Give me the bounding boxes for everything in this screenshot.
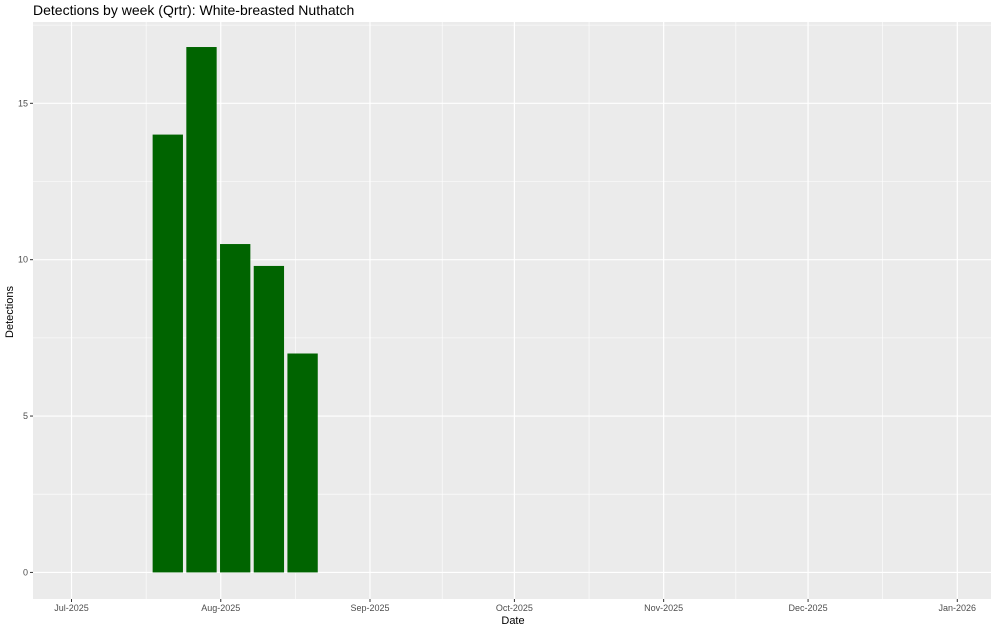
- bar: [220, 244, 251, 573]
- x-tick-label: Dec-2025: [789, 603, 828, 613]
- y-axis: 0 5 10 15: [18, 98, 33, 577]
- y-tick-label: 0: [23, 567, 28, 577]
- x-tick-label: Jul-2025: [54, 603, 89, 613]
- y-tick-label: 5: [23, 411, 28, 421]
- x-axis: Jul-2025 Aug-2025 Sep-2025 Oct-2025 Nov-2025…: [54, 599, 976, 613]
- y-axis-title: Detections: [4, 286, 16, 338]
- y-tick-label: 10: [18, 255, 28, 265]
- x-tick-label: Oct-2025: [496, 603, 533, 613]
- x-tick-label: Jan-2026: [939, 603, 977, 613]
- x-tick-label: Sep-2025: [350, 603, 389, 613]
- bar: [287, 353, 318, 573]
- bar: [253, 265, 285, 573]
- bar: [152, 134, 183, 573]
- bars: [152, 47, 318, 573]
- chart-title: Detections by week (Qrtr): White-breaste…: [33, 2, 354, 18]
- bar: [186, 47, 217, 573]
- y-tick-label: 15: [18, 98, 28, 108]
- x-axis-title: Date: [501, 615, 524, 627]
- x-tick-label: Nov-2025: [644, 603, 683, 613]
- x-tick-label: Aug-2025: [201, 603, 240, 613]
